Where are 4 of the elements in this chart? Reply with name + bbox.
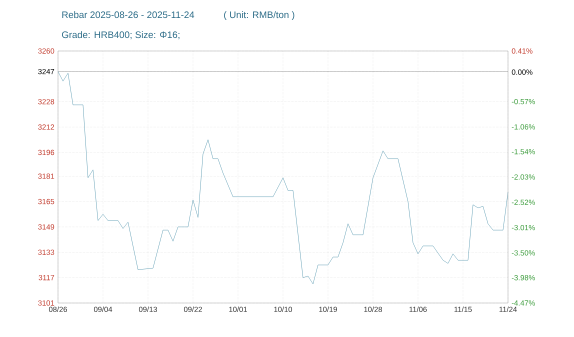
chart-subtitle: Grade: HRB400; Size: Φ16; (62, 31, 180, 40)
line-series (58, 71, 508, 284)
chart-title: Rebar 2025-08-26 - 2025-11-24 (62, 11, 194, 18)
text: ( Unit: RMB/ton ) (224, 11, 294, 20)
